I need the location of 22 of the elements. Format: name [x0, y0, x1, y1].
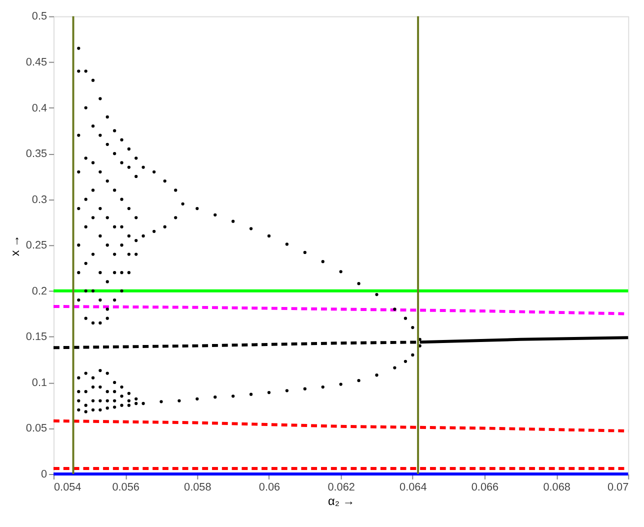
x-tick-label: 0.06 [258, 481, 280, 494]
x-tick-label: 0.064 [400, 481, 427, 494]
x-axis-title: α₂ → [328, 494, 355, 508]
x-tick-label: 0.062 [328, 481, 355, 494]
y-tick-label: 0 [41, 468, 48, 480]
y-tick-label: 0.5 [32, 10, 48, 23]
y-tick-label: 0.45 [26, 56, 48, 68]
y-tick-label: 0.1 [32, 376, 48, 389]
x-tick-label: 0.058 [184, 481, 212, 494]
x-tick-label: 0.066 [471, 481, 499, 494]
x-tick-label: 0.07 [607, 481, 629, 494]
y-tick-label: 0.2 [32, 285, 48, 298]
y-tick-label: 0.4 [32, 102, 48, 114]
y-tick-label: 0.25 [26, 240, 48, 252]
y-axis-title: x → [8, 235, 22, 256]
x-tick-label: 0.054 [54, 481, 82, 494]
y-tick-label: 0.3 [32, 194, 48, 206]
y-tick-label: 0.35 [26, 148, 48, 160]
y-tick-label: 0.05 [26, 422, 48, 435]
x-tick-label: 0.056 [112, 481, 140, 494]
y-tick-label: 0.15 [26, 331, 48, 344]
x-tick-label: 0.068 [543, 481, 570, 494]
